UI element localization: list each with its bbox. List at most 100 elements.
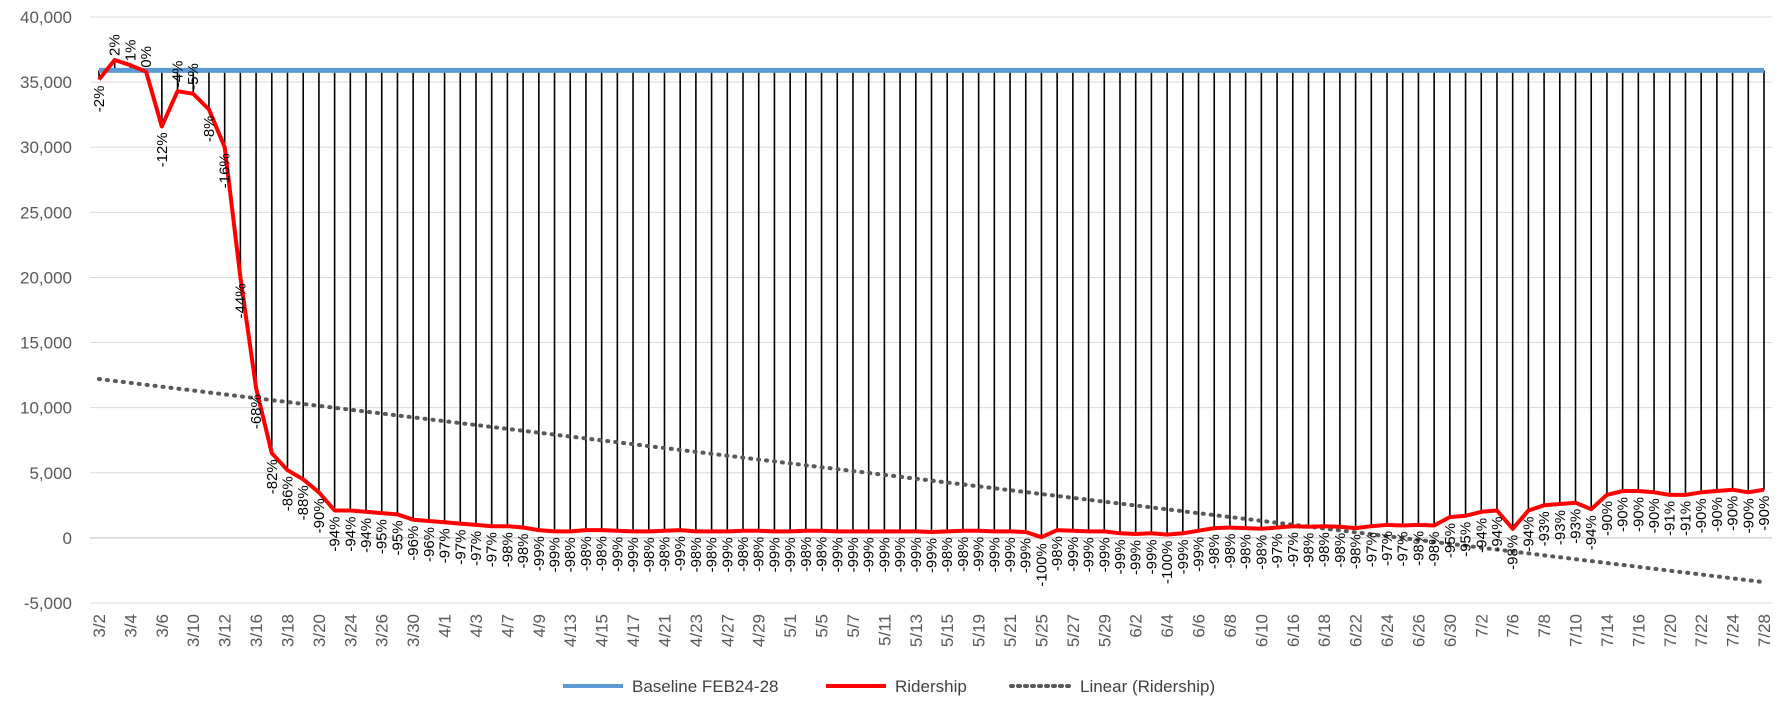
- percent-change-label: -90%: [1740, 498, 1757, 533]
- x-tick-label: 6/4: [1158, 614, 1177, 638]
- x-tick-label: 5/29: [1095, 614, 1114, 647]
- percent-change-label: -98%: [1505, 535, 1522, 570]
- x-tick-label: 3/4: [121, 614, 140, 638]
- percent-change-label: -99%: [1191, 537, 1208, 572]
- percent-change-label: -90%: [1709, 497, 1726, 532]
- percent-change-label: -94%: [1489, 517, 1506, 552]
- percent-change-label: -99%: [1081, 537, 1098, 572]
- percent-change-label: -99%: [829, 537, 846, 572]
- percent-change-label: -97%: [437, 528, 454, 563]
- x-tick-label: 7/2: [1472, 614, 1491, 638]
- percent-change-label: -96%: [421, 527, 438, 562]
- x-tick-label: 5/15: [938, 614, 957, 647]
- y-tick-label: 15,000: [20, 334, 72, 353]
- legend: Baseline FEB24-28 Ridership Linear (Ride…: [563, 677, 1215, 696]
- x-tick-label: 7/10: [1567, 614, 1586, 647]
- series-layer: [97, 58, 1766, 585]
- percent-change-label: -97%: [1285, 532, 1302, 567]
- x-tick-label: 7/20: [1661, 614, 1680, 647]
- percent-change-label: -99%: [1002, 537, 1019, 572]
- percent-change-label: -88%: [295, 485, 312, 520]
- x-tick-label: 6/26: [1409, 614, 1428, 647]
- x-tick-label: 5/1: [781, 614, 800, 638]
- y-tick-label: 10,000: [20, 399, 72, 418]
- percent-change-label: -90%: [1630, 497, 1647, 532]
- x-tick-label: 4/27: [718, 614, 737, 647]
- percent-change-label: -98%: [1253, 535, 1270, 570]
- linear-trend-line: [97, 377, 1766, 585]
- x-tick-label: 5/11: [875, 614, 894, 646]
- y-tick-label: 5,000: [29, 464, 72, 483]
- x-tick-label: 6/6: [1190, 614, 1209, 638]
- x-tick-label: 6/18: [1315, 614, 1334, 647]
- percent-change-label: -95%: [389, 520, 406, 555]
- percent-change-label: -99%: [609, 537, 626, 572]
- percent-change-label: -99%: [876, 537, 893, 572]
- x-tick-label: 3/26: [373, 614, 392, 647]
- x-tick-label: 4/21: [655, 614, 674, 647]
- x-tick-label: 3/24: [341, 614, 360, 647]
- percent-change-label: -94%: [1583, 515, 1600, 550]
- percent-change-label: -90%: [1725, 496, 1742, 531]
- percent-change-label: -98%: [1206, 534, 1223, 569]
- percent-change-label: -99%: [1112, 539, 1129, 574]
- x-tick-label: 4/13: [561, 614, 580, 647]
- percent-change-label: -68%: [248, 394, 265, 429]
- ridership-series-line: [97, 58, 1765, 540]
- percent-change-label: -93%: [1568, 509, 1585, 544]
- percent-change-label: -98%: [1222, 533, 1239, 568]
- percent-change-label: -98%: [1300, 533, 1317, 568]
- percent-change-label: -90%: [311, 498, 328, 533]
- x-tick-label: 3/12: [216, 614, 235, 647]
- percent-change-label: -95%: [1442, 523, 1459, 558]
- x-tick-label: 7/14: [1598, 614, 1617, 647]
- percent-change-label: -98%: [562, 537, 579, 572]
- x-tick-label: 3/16: [247, 614, 266, 647]
- x-tick-label: 5/27: [1064, 614, 1083, 647]
- percent-change-label: -97%: [484, 532, 501, 567]
- x-tick-label: 3/30: [404, 614, 423, 647]
- percent-change-label: -98%: [1332, 533, 1349, 568]
- percent-change-label: -99%: [1096, 537, 1113, 572]
- x-tick-label: 4/7: [498, 614, 517, 638]
- x-tick-label: 6/10: [1252, 614, 1271, 647]
- percent-change-label: -16%: [217, 153, 234, 188]
- x-tick-label: 6/24: [1378, 614, 1397, 647]
- percent-change-label: -94%: [1473, 518, 1490, 553]
- y-tick-label: 20,000: [20, 268, 72, 287]
- x-tick-label: 5/13: [907, 614, 926, 647]
- percent-change-labels: -2%2%1%0%-12%-4%-5%-8%-16%-44%-68%-82%-8…: [91, 34, 1773, 586]
- percent-change-label: -98%: [656, 537, 673, 572]
- x-axis-tick-labels: 3/2 3/4 3/6 3/10 3/12 3/16 3/18 3/20 3/24 3/26 3/3…: [90, 614, 1774, 647]
- percent-change-label: -98%: [594, 536, 611, 571]
- legend-label-baseline: Baseline FEB24-28: [632, 677, 778, 696]
- percent-change-label: 1%: [122, 39, 139, 61]
- x-tick-label: 5/21: [1001, 614, 1020, 647]
- percent-change-label: -95%: [1458, 522, 1475, 557]
- x-tick-label: 3/10: [184, 614, 203, 647]
- percent-change-label: -95%: [374, 519, 391, 554]
- percent-change-label: -90%: [1599, 501, 1616, 536]
- x-tick-label: 6/30: [1441, 614, 1460, 647]
- percent-change-label: -99%: [845, 537, 862, 572]
- percent-change-label: -99%: [1018, 538, 1035, 573]
- percent-change-label: -97%: [1379, 531, 1396, 566]
- percent-change-label: -98%: [1049, 536, 1066, 571]
- x-tick-label: 7/28: [1755, 614, 1774, 647]
- percent-change-label: -94%: [327, 517, 344, 552]
- percent-change-label: -97%: [1269, 533, 1286, 568]
- percent-change-label: -91%: [1662, 501, 1679, 536]
- percent-change-label: -97%: [1363, 532, 1380, 567]
- x-tick-label: 4/23: [687, 614, 706, 647]
- percent-change-label: -91%: [1677, 501, 1694, 536]
- x-tick-label: 4/3: [467, 614, 486, 638]
- x-tick-label: 4/1: [436, 614, 455, 638]
- percent-change-label: -94%: [1520, 517, 1537, 552]
- percent-change-label: -100%: [1159, 541, 1176, 584]
- x-tick-label: 4/9: [530, 614, 549, 638]
- percent-change-label: -98%: [1238, 534, 1255, 569]
- percent-change-label: -99%: [908, 537, 925, 572]
- percent-change-label: -97%: [1395, 532, 1412, 567]
- percent-change-label: -93%: [1552, 510, 1569, 545]
